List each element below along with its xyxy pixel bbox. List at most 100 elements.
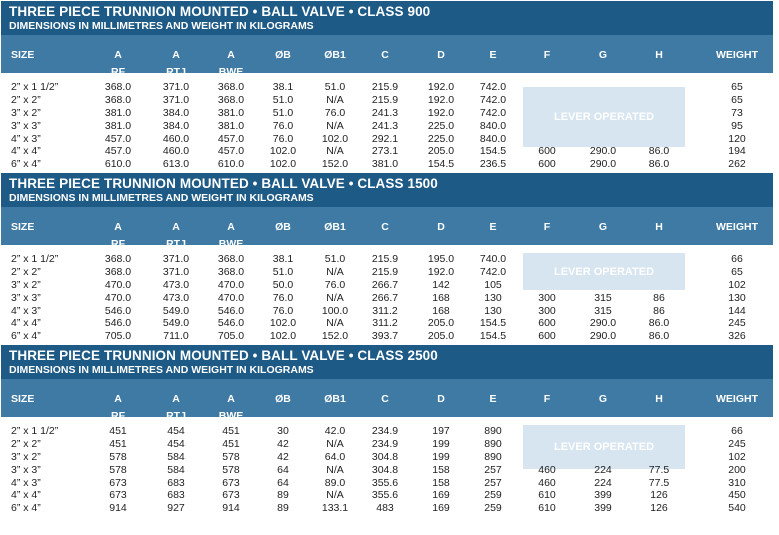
header-ob1: ØB1 bbox=[324, 393, 346, 405]
ob-cell: 42 bbox=[277, 450, 289, 463]
a-rf-cell: 368.0 bbox=[104, 81, 132, 93]
table-row: 2” x 2” 368.0 371.0 368.0 51.0 N/A 215.9 192.0 7… bbox=[1, 266, 773, 279]
a-rtj-cell: 927 bbox=[167, 502, 185, 515]
a-rtj-cell: 473.0 bbox=[162, 291, 190, 304]
header-a: A bbox=[114, 221, 122, 233]
d-cell: 158 bbox=[432, 463, 450, 476]
section-title: THREE PIECE TRUNNION MOUNTED • BALL VALV… bbox=[9, 176, 438, 191]
c-cell: 273.1 bbox=[371, 145, 399, 158]
header-rf: RF bbox=[111, 66, 125, 78]
a-bwe-cell: 914 bbox=[222, 502, 240, 515]
table-row: 3” x 3” 578 584 578 64 N/A 304.8 158 257 460 224 77… bbox=[1, 464, 773, 477]
header-bwe: BWE bbox=[218, 410, 244, 422]
a-rtj-cell: 473.0 bbox=[162, 278, 190, 291]
table-row: 4” x 3” 673 683 673 64 89.0 355.6 158 257 460 224 7… bbox=[1, 477, 773, 490]
a-bwe-cell: 457.0 bbox=[217, 145, 245, 158]
header-f: F bbox=[543, 49, 551, 61]
d-cell: 225.0 bbox=[427, 132, 455, 145]
size-cell: 3” x 2” bbox=[11, 106, 41, 119]
weight-cell: 326 bbox=[728, 330, 746, 343]
table-row: 3” x 2” 578 584 578 42 64.0 304.8 199 890 102 bbox=[1, 451, 773, 464]
section-subtitle: DIMENSIONS IN MILLIMETRES AND WEIGHT IN … bbox=[9, 364, 314, 376]
a-bwe-cell: 673 bbox=[222, 489, 240, 502]
lever-operated-box: LEVER OPERATED bbox=[523, 87, 685, 147]
ob-cell: 76.0 bbox=[272, 291, 294, 304]
e-cell: 742.0 bbox=[479, 265, 507, 278]
ob-cell: 102.0 bbox=[269, 145, 297, 158]
h-cell: 77.5 bbox=[648, 476, 670, 489]
ob1-cell: N/A bbox=[326, 437, 344, 450]
header-rtj: RTJ bbox=[166, 238, 186, 250]
a-rf-cell: 470.0 bbox=[104, 291, 132, 304]
ob-cell: 30 bbox=[277, 425, 289, 437]
c-cell: 215.9 bbox=[371, 265, 399, 278]
h-cell: 126 bbox=[650, 502, 668, 515]
table-row: 2” x 2” 451 454 451 42 N/A 234.9 199 890 245 bbox=[1, 438, 773, 451]
header-bwe: BWE bbox=[218, 66, 244, 78]
e-cell: 130 bbox=[484, 304, 502, 317]
ob-cell: 51.0 bbox=[272, 93, 294, 106]
a-rf-cell: 368.0 bbox=[104, 265, 132, 278]
header-a: A bbox=[114, 49, 122, 61]
c-cell: 215.9 bbox=[371, 81, 399, 93]
weight-cell: 95 bbox=[731, 119, 743, 132]
size-cell: 4” x 4” bbox=[11, 145, 41, 158]
weight-cell: 66 bbox=[731, 253, 743, 265]
a-bwe-cell: 546.0 bbox=[217, 304, 245, 317]
c-cell: 266.7 bbox=[371, 278, 399, 291]
a-rtj-cell: 454 bbox=[167, 437, 185, 450]
table-row: 2” x 1 1/2” 368.0 371.0 368.0 38.1 51.0 215.9 1… bbox=[1, 253, 773, 266]
ob1-cell: 133.1 bbox=[321, 502, 349, 515]
a-rtj-cell: 371.0 bbox=[162, 265, 190, 278]
lever-operated-box: LEVER OPERATED bbox=[523, 253, 685, 290]
e-cell: 236.5 bbox=[479, 158, 507, 171]
a-rf-cell: 451 bbox=[109, 425, 127, 437]
weight-cell: 65 bbox=[731, 81, 743, 93]
size-cell: 2” x 2” bbox=[11, 265, 41, 278]
d-cell: 168 bbox=[432, 291, 450, 304]
ob1-cell: 100.0 bbox=[321, 304, 349, 317]
d-cell: 142 bbox=[432, 278, 450, 291]
d-cell: 169 bbox=[432, 489, 450, 502]
header-ob1: ØB1 bbox=[324, 221, 346, 233]
size-cell: 3” x 3” bbox=[11, 119, 41, 132]
table-row: 2” x 1 1/2” 451 454 451 30 42.0 234.9 197 890 66 bbox=[1, 425, 773, 438]
f-cell: 600 bbox=[538, 158, 556, 171]
a-bwe-cell: 451 bbox=[222, 425, 240, 437]
header-ob: ØB bbox=[275, 49, 291, 61]
a-rtj-cell: 549.0 bbox=[162, 304, 190, 317]
header-size: SIZE bbox=[11, 393, 35, 405]
lever-operated-label: LEVER OPERATED bbox=[553, 265, 655, 278]
size-cell: 6” x 4” bbox=[11, 330, 41, 343]
a-rf-cell: 470.0 bbox=[104, 278, 132, 291]
c-cell: 215.9 bbox=[371, 93, 399, 106]
g-cell: 224 bbox=[594, 476, 612, 489]
d-cell: 169 bbox=[432, 502, 450, 515]
section-title-bar: THREE PIECE TRUNNION MOUNTED • BALL VALV… bbox=[1, 345, 773, 379]
header-a: A bbox=[227, 221, 235, 233]
e-cell: 742.0 bbox=[479, 106, 507, 119]
section-subtitle: DIMENSIONS IN MILLIMETRES AND WEIGHT IN … bbox=[9, 192, 314, 204]
h-cell: 86 bbox=[653, 304, 665, 317]
e-cell: 742.0 bbox=[479, 81, 507, 93]
table-row: 4” x 3” 457.0 460.0 457.0 76.0 102.0 292.1 225.… bbox=[1, 133, 773, 146]
ob-cell: 51.0 bbox=[272, 106, 294, 119]
a-bwe-cell: 368.0 bbox=[217, 253, 245, 265]
table-row: 6” x 4” 610.0 613.0 610.0 102.0 152.0 381.0 154… bbox=[1, 158, 773, 171]
c-cell: 241.3 bbox=[371, 119, 399, 132]
a-rf-cell: 457.0 bbox=[104, 145, 132, 158]
header-rf: RF bbox=[111, 410, 125, 422]
weight-cell: 144 bbox=[728, 304, 746, 317]
ob1-cell: N/A bbox=[326, 119, 344, 132]
a-rf-cell: 673 bbox=[109, 489, 127, 502]
e-cell: 742.0 bbox=[479, 93, 507, 106]
e-cell: 890 bbox=[484, 425, 502, 437]
c-cell: 215.9 bbox=[371, 253, 399, 265]
ob1-cell: 51.0 bbox=[324, 253, 346, 265]
c-cell: 355.6 bbox=[371, 476, 399, 489]
g-cell: 315 bbox=[594, 304, 612, 317]
ob1-cell: N/A bbox=[326, 265, 344, 278]
c-cell: 311.2 bbox=[372, 304, 398, 317]
ob-cell: 38.1 bbox=[272, 253, 294, 265]
f-cell: 300 bbox=[538, 304, 556, 317]
